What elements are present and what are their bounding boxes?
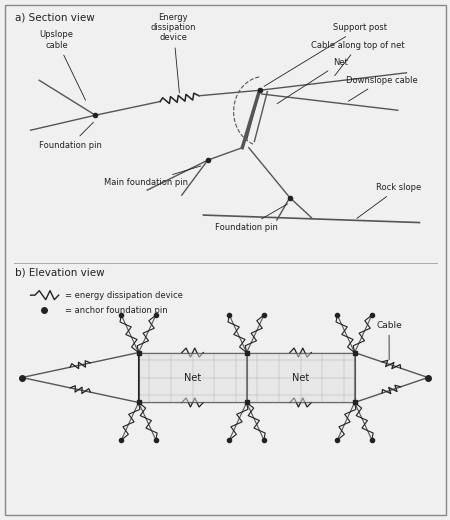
Text: Downslope cable: Downslope cable (346, 76, 418, 101)
Text: Cable: Cable (376, 321, 402, 360)
Text: Foundation pin: Foundation pin (215, 204, 288, 232)
Text: = anchor foundation pin: = anchor foundation pin (65, 306, 168, 315)
Text: Energy
dissipation
device: Energy dissipation device (150, 12, 196, 93)
Text: Net: Net (184, 372, 201, 383)
Text: Cable along top of net: Cable along top of net (311, 41, 405, 75)
Text: Foundation pin: Foundation pin (39, 122, 102, 150)
Text: Net: Net (277, 58, 348, 104)
Text: Main foundation pin: Main foundation pin (104, 166, 201, 187)
Text: b) Elevation view: b) Elevation view (15, 267, 105, 277)
Text: a) Section view: a) Section view (15, 12, 95, 22)
Text: Upslope
cable: Upslope cable (40, 31, 86, 100)
Text: Net: Net (292, 372, 309, 383)
Polygon shape (247, 353, 355, 402)
Text: Support post: Support post (264, 23, 387, 86)
Text: = energy dissipation device: = energy dissipation device (65, 291, 183, 300)
Polygon shape (139, 353, 247, 402)
Text: Rock slope: Rock slope (357, 183, 422, 218)
